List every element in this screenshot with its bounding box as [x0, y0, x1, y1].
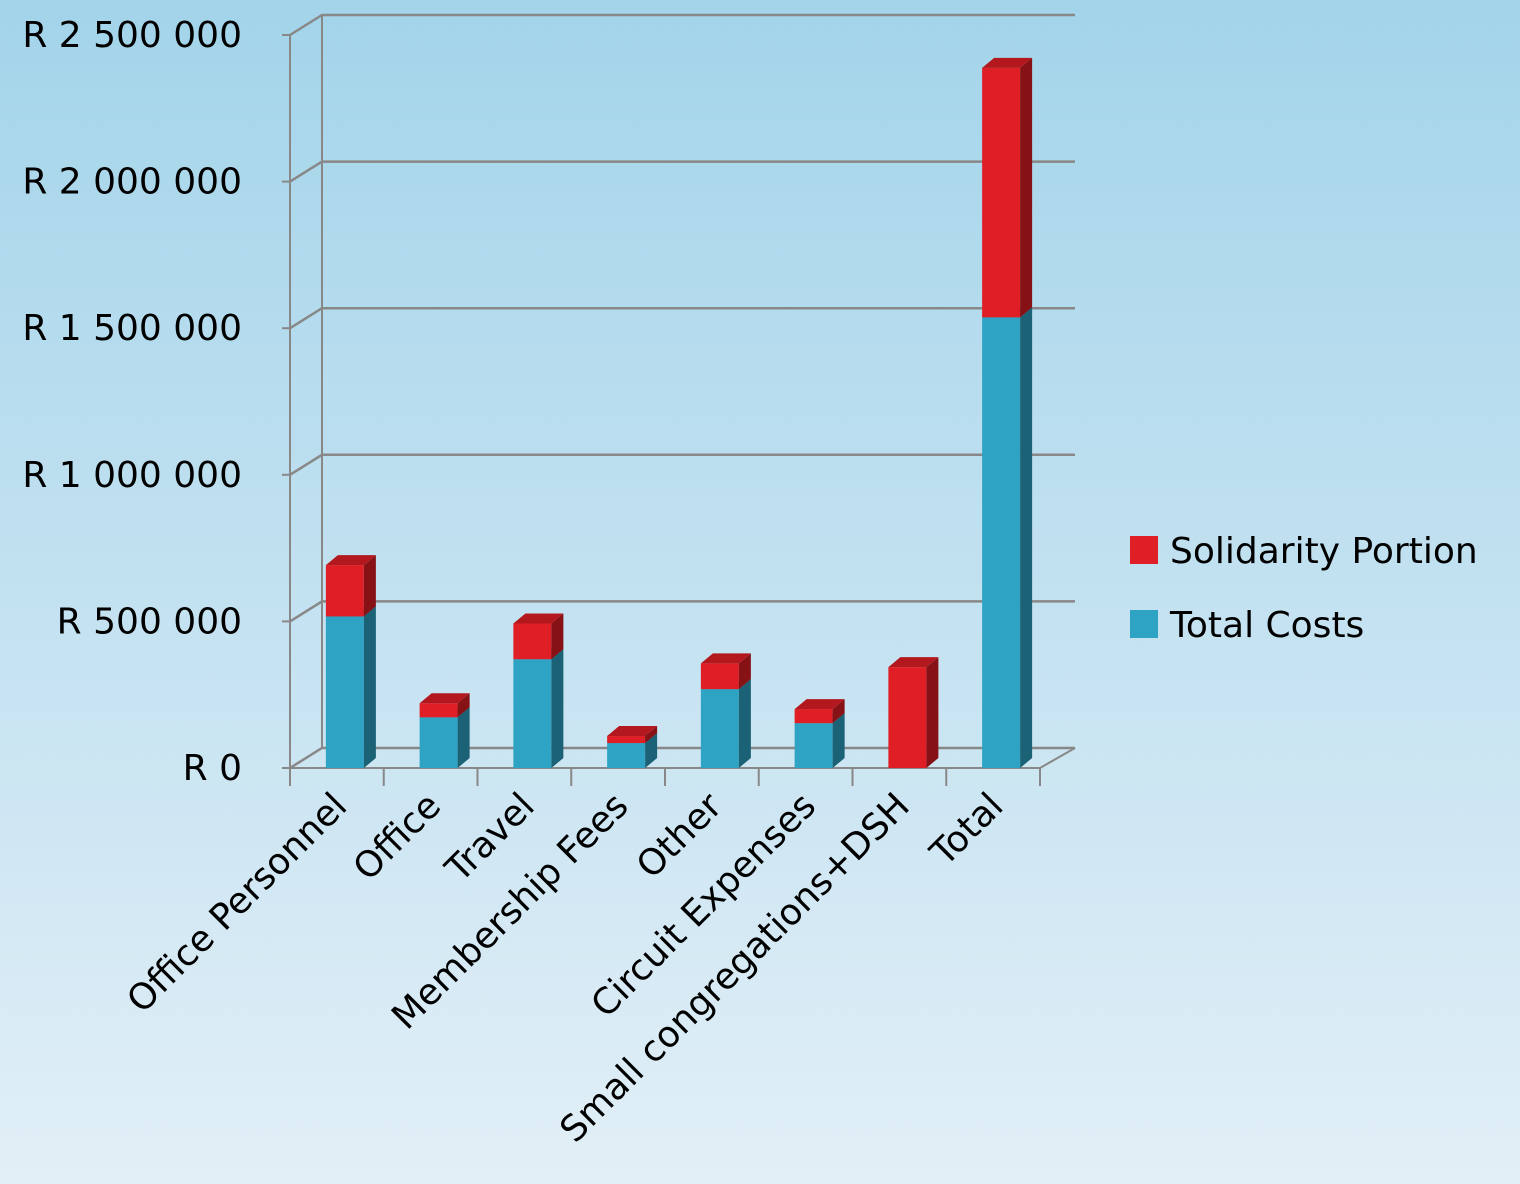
grid-line	[289, 746, 1075, 770]
grid-line	[289, 600, 1075, 623]
grid-line	[289, 13, 1075, 37]
bar-side	[832, 713, 845, 768]
bar	[794, 723, 833, 768]
y-tick-label: R 1 500 000	[22, 308, 242, 349]
y-tick-label: R 0	[183, 748, 242, 789]
grid-line	[289, 306, 1075, 330]
bar	[888, 667, 927, 768]
bar-side	[457, 693, 470, 718]
bar-side	[363, 606, 376, 768]
y-tick-label: R 500 000	[57, 601, 242, 642]
bar-side	[645, 733, 658, 768]
bar-side	[645, 726, 658, 744]
legend-label: Solidarity Portion	[1170, 531, 1478, 572]
x-tick-label: Total	[922, 785, 1011, 874]
bar-top	[607, 726, 658, 737]
bar-top	[419, 693, 470, 704]
y-tick-label: R 1 000 000	[22, 455, 242, 496]
legend-swatch	[1130, 610, 1158, 638]
bar	[325, 565, 364, 617]
bar	[419, 703, 458, 718]
bar-side	[363, 555, 376, 617]
bar-side	[1020, 307, 1033, 768]
bar-top	[700, 653, 751, 664]
bar-side	[551, 649, 564, 768]
bar	[700, 689, 739, 768]
bar-top	[888, 657, 939, 668]
bar	[513, 659, 552, 768]
bar-top	[325, 555, 376, 566]
bar-side	[551, 613, 564, 660]
bar	[607, 743, 646, 768]
bar-top	[513, 613, 564, 624]
bar-top	[794, 699, 845, 710]
bar	[607, 736, 646, 744]
bar	[794, 709, 833, 724]
bar-side	[832, 699, 845, 724]
floor	[290, 747, 1076, 769]
legend-label: Total Costs	[1169, 605, 1364, 646]
bar-side	[1020, 57, 1033, 318]
bar-side	[738, 653, 751, 690]
bar-side	[457, 707, 470, 768]
y-tick-label: R 2 000 000	[22, 162, 242, 203]
bar	[982, 67, 1021, 318]
grid-line	[289, 453, 1075, 476]
bar	[325, 616, 364, 768]
bar-side	[738, 679, 751, 768]
bar	[982, 317, 1021, 768]
x-tick-label: Office	[346, 785, 449, 888]
bar-side	[926, 657, 939, 768]
bar-top	[982, 57, 1033, 68]
bar	[513, 623, 552, 660]
bar	[419, 717, 458, 768]
bar	[700, 663, 739, 690]
y-tick-label: R 2 500 000	[22, 15, 242, 56]
grid-line	[289, 160, 1075, 183]
legend: Solidarity Portion Total Costs	[1130, 531, 1478, 646]
legend-swatch	[1130, 536, 1158, 564]
x-tick-label: Office Personnel	[119, 785, 355, 1021]
